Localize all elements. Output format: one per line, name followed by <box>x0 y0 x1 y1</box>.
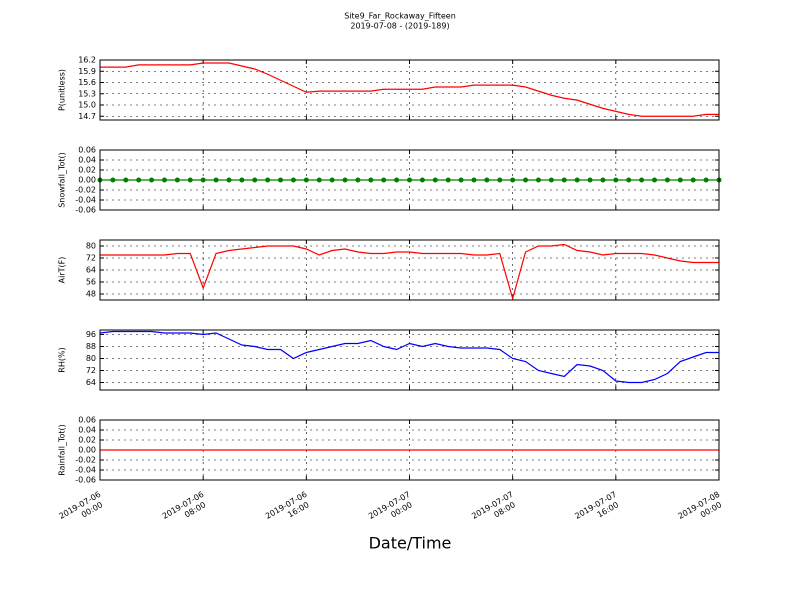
data-point <box>703 177 709 183</box>
data-point <box>587 177 593 183</box>
plot-frame <box>99 149 720 211</box>
data-point <box>329 177 335 183</box>
y-axis-label: P(unitless) <box>58 69 67 111</box>
data-point <box>484 177 490 183</box>
y-tick-label: 0.06 <box>78 416 96 425</box>
data-point <box>355 177 361 183</box>
data-point <box>445 177 451 183</box>
y-tick-label: -0.06 <box>75 206 96 215</box>
y-tick-label: 14.7 <box>78 112 96 121</box>
plot-frame <box>99 329 720 391</box>
y-tick-label: -0.02 <box>75 186 96 195</box>
plot-frame <box>99 419 720 481</box>
data-point <box>303 177 309 183</box>
data-point <box>226 177 232 183</box>
y-axis-label: AirT(F) <box>58 257 67 284</box>
y-tick-label: -0.06 <box>75 476 96 485</box>
data-point <box>110 177 116 183</box>
y-axis-label: Rainfall_Tot() <box>58 424 67 476</box>
data-point <box>265 177 271 183</box>
data-point <box>149 177 155 183</box>
y-tick-label: 0.02 <box>78 436 96 445</box>
x-axis-label: Date/Time <box>369 534 452 553</box>
data-point <box>239 177 245 183</box>
y-tick-label: 56 <box>86 278 96 287</box>
data-point <box>561 177 567 183</box>
data-point <box>123 177 129 183</box>
data-point <box>432 177 438 183</box>
data-point <box>497 177 503 183</box>
y-tick-label: 0.00 <box>78 176 96 185</box>
data-point <box>626 177 632 183</box>
data-point <box>510 177 516 183</box>
y-tick-label: 72 <box>86 254 96 263</box>
y-tick-label: -0.02 <box>75 456 96 465</box>
data-point <box>161 177 167 183</box>
y-tick-label: 80 <box>86 354 96 363</box>
data-point <box>458 177 464 183</box>
data-point <box>548 177 554 183</box>
data-point <box>187 177 193 183</box>
y-tick-label: 48 <box>86 290 96 299</box>
y-tick-label: -0.04 <box>75 196 96 205</box>
y-tick-label: 0.04 <box>78 426 96 435</box>
y-tick-label: 15.9 <box>78 67 96 76</box>
y-tick-label: 0.02 <box>78 166 96 175</box>
data-point <box>677 177 683 183</box>
data-point <box>574 177 580 183</box>
data-point <box>200 177 206 183</box>
y-tick-label: 0.04 <box>78 156 96 165</box>
y-tick-label: 16.2 <box>78 56 96 65</box>
data-point <box>290 177 296 183</box>
y-tick-label: 64 <box>86 266 96 275</box>
data-point <box>136 177 142 183</box>
y-tick-label: -0.04 <box>75 466 96 475</box>
y-tick-label: 88 <box>86 342 96 351</box>
data-point <box>213 177 219 183</box>
chart-subtitle: 2019-07-08 - (2019-189) <box>350 22 449 31</box>
y-tick-label: 72 <box>86 366 96 375</box>
y-tick-label: 64 <box>86 378 96 387</box>
y-tick-label: 15.0 <box>78 101 96 110</box>
y-tick-label: 15.6 <box>78 78 96 87</box>
y-tick-label: 0.06 <box>78 146 96 155</box>
chart-title: Site9_Far_Rockaway_Fifteen <box>344 12 456 21</box>
data-point <box>613 177 619 183</box>
data-point <box>342 177 348 183</box>
data-point <box>639 177 645 183</box>
plot-frame <box>99 239 720 301</box>
data-point <box>535 177 541 183</box>
data-point <box>419 177 425 183</box>
y-tick-label: 96 <box>86 330 96 339</box>
data-point <box>368 177 374 183</box>
y-axis-label: Snowfall_Tot() <box>58 152 67 208</box>
data-point <box>652 177 658 183</box>
data-point <box>174 177 180 183</box>
data-point <box>278 177 284 183</box>
data-point <box>523 177 529 183</box>
data-point <box>664 177 670 183</box>
data-line <box>99 330 719 384</box>
plot-frame <box>99 59 720 121</box>
data-point <box>394 177 400 183</box>
data-point <box>690 177 696 183</box>
data-line <box>100 243 719 301</box>
data-point <box>252 177 258 183</box>
y-tick-label: 15.3 <box>78 89 96 98</box>
data-point <box>316 177 322 183</box>
data-point <box>381 177 387 183</box>
data-point <box>407 177 412 183</box>
y-axis-label: RH(%) <box>58 347 67 372</box>
y-tick-label: 80 <box>86 242 96 251</box>
data-point <box>471 177 477 183</box>
y-tick-label: 0.00 <box>78 446 96 455</box>
data-point <box>600 177 606 183</box>
data-line <box>100 62 719 117</box>
